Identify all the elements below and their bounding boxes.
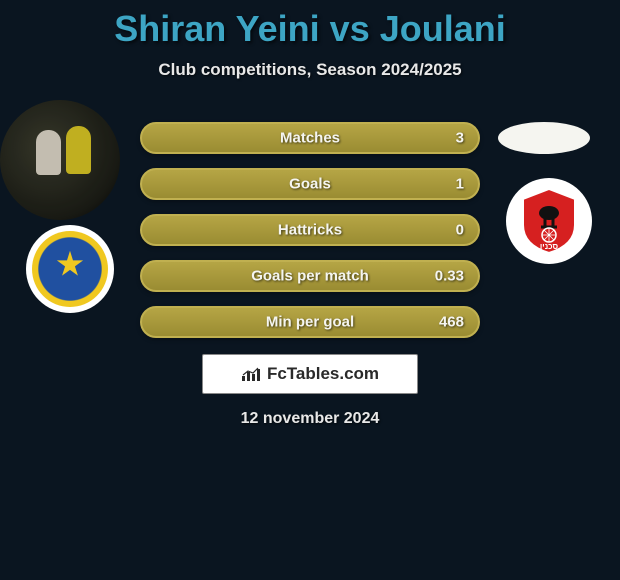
stat-bar-matches: Matches 3 bbox=[140, 122, 480, 154]
svg-text:סכנין: סכנין bbox=[540, 242, 559, 251]
club2-badge-inner: סכנין bbox=[515, 185, 583, 257]
stat-value: 3 bbox=[456, 130, 464, 147]
stat-label: Goals per match bbox=[142, 268, 478, 285]
stat-bar-mpg: Min per goal 468 bbox=[140, 306, 480, 338]
date-text: 12 november 2024 bbox=[0, 410, 620, 428]
stat-value: 1 bbox=[456, 176, 464, 193]
stat-bar-gpm: Goals per match 0.33 bbox=[140, 260, 480, 292]
stat-bar-hattricks: Hattricks 0 bbox=[140, 214, 480, 246]
stat-value: 0 bbox=[456, 222, 464, 239]
stats-container: Matches 3 Goals 1 Hattricks 0 Goals per … bbox=[140, 122, 480, 352]
subtitle: Club competitions, Season 2024/2025 bbox=[0, 60, 620, 80]
brand-box[interactable]: FcTables.com bbox=[202, 354, 418, 394]
club1-badge bbox=[26, 225, 114, 313]
stat-label: Matches bbox=[142, 130, 478, 147]
brand-text: FcTables.com bbox=[267, 364, 379, 384]
page-title: Shiran Yeini vs Joulani bbox=[0, 0, 620, 50]
stat-value: 0.33 bbox=[435, 268, 464, 285]
player2-placeholder bbox=[498, 122, 590, 154]
stat-bar-goals: Goals 1 bbox=[140, 168, 480, 200]
stat-label: Min per goal bbox=[142, 314, 478, 331]
stat-label: Goals bbox=[142, 176, 478, 193]
player1-photo bbox=[0, 100, 120, 220]
stat-label: Hattricks bbox=[142, 222, 478, 239]
club2-badge: סכנין bbox=[506, 178, 592, 264]
chart-icon bbox=[241, 366, 261, 382]
stat-value: 468 bbox=[439, 314, 464, 331]
club1-badge-inner bbox=[32, 231, 108, 307]
